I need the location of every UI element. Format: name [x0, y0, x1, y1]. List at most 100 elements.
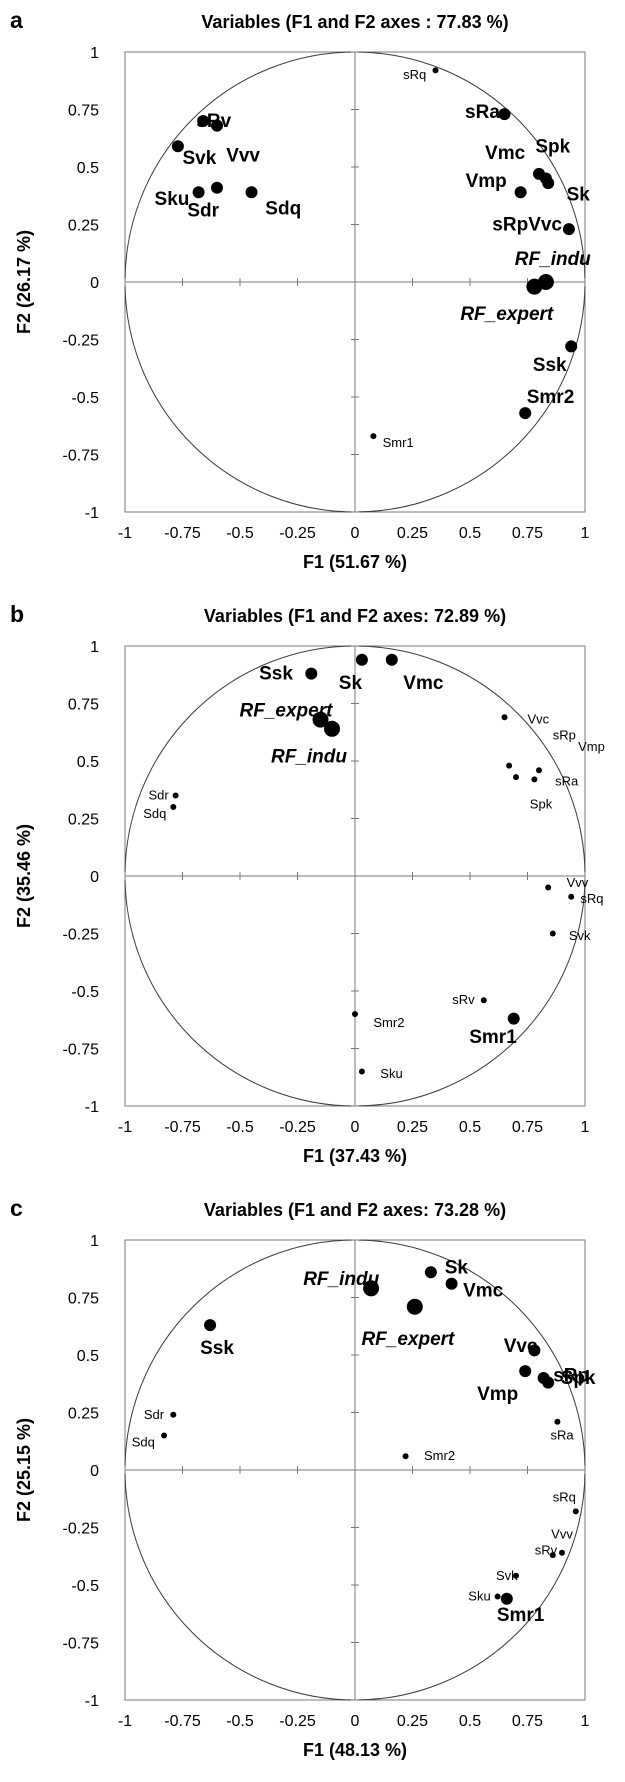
data-point: [494, 1593, 501, 1600]
point-label: Sdr: [148, 788, 169, 803]
data-point: [211, 119, 223, 132]
y-axis-title: F2 (35.46 %): [14, 824, 34, 928]
y-tick-label: -0.75: [63, 1636, 100, 1653]
data-point: [519, 407, 532, 420]
correlation-circle-chart-c: c Variables (F1 and F2 axes: 73.28 %) -1 -0…: [10, 1195, 596, 1760]
data-point: [170, 1411, 177, 1418]
data-point: [305, 667, 318, 680]
data-point: [513, 774, 519, 781]
x-tick-label: 0.5: [459, 1119, 481, 1136]
correlation-circle-chart-a: a Variables (F1 and F2 axes : 77.83 %) -1 -…: [10, 7, 591, 572]
data-point: [568, 893, 575, 900]
x-tick-label: -1: [118, 525, 132, 542]
point-label: Sku: [468, 1589, 490, 1604]
point-label: Svk: [569, 928, 591, 943]
y-tick-label: -0.25: [63, 1521, 100, 1538]
y-axis-title: F2 (26.17 %): [14, 230, 34, 334]
point-label: Smr1: [383, 435, 414, 450]
data-point: [424, 1266, 437, 1279]
point-label: RF_expert: [361, 1329, 455, 1350]
data-point: [500, 1592, 513, 1605]
point-label: RF_expert: [240, 700, 334, 721]
x-tick-label: 0.25: [397, 1713, 428, 1730]
x-tick-label: 0: [351, 525, 360, 542]
data-point: [432, 67, 439, 74]
point-label: Sdq: [265, 198, 301, 219]
point-label: Vvc: [504, 1336, 538, 1357]
point-label: Vmc: [485, 143, 526, 164]
data-point: [170, 804, 177, 810]
y-tick-label: 0.5: [77, 160, 99, 177]
data-point: [513, 1572, 519, 1579]
data-point: [565, 340, 578, 353]
data-point: [531, 776, 538, 783]
point-label: sRq: [580, 891, 603, 906]
point-label: Vmp: [477, 1384, 518, 1405]
data-point: [501, 714, 508, 721]
data-point: [324, 720, 340, 737]
data-point: [358, 1068, 365, 1075]
point-label: Smr1: [469, 1027, 517, 1048]
x-tick-label: -0.25: [279, 1119, 316, 1136]
y-tick-label: 0: [90, 869, 99, 886]
point-label: Sdq: [143, 806, 166, 821]
data-point: [312, 711, 329, 728]
point-label: Vvv: [551, 1526, 573, 1541]
point-label: Svk: [183, 148, 217, 169]
x-tick-label: 0.5: [459, 1713, 481, 1730]
y-tick-label: 1: [90, 1233, 99, 1250]
data-point: [161, 1432, 168, 1439]
data-point: [519, 1365, 532, 1378]
y-tick-label: -0.75: [63, 1042, 100, 1059]
data-point: [363, 1280, 380, 1297]
point-label: Vmc: [463, 1281, 504, 1302]
panel-b: b Variables (F1 and F2 axes: 72.89 %) -1 -0…: [0, 594, 625, 1188]
data-point: [370, 433, 377, 440]
data-point: [192, 186, 205, 199]
point-label: Sdr: [144, 1407, 165, 1422]
data-point: [539, 172, 552, 185]
x-tick-label: -0.5: [226, 525, 254, 542]
data-point: [528, 1344, 541, 1357]
data-point: [562, 223, 575, 236]
chart-title: Variables (F1 and F2 axes: 72.89 %): [204, 606, 506, 626]
x-tick-label: 0: [351, 1713, 360, 1730]
y-axis-title: F2 (25.15 %): [14, 1418, 34, 1522]
y-tick-label: -0.75: [63, 448, 100, 465]
data-point: [445, 1277, 458, 1290]
x-tick-label: -0.5: [226, 1119, 254, 1136]
data-point: [197, 115, 210, 127]
point-label: sRp: [553, 1366, 589, 1387]
data-point: [211, 181, 223, 194]
point-label: sRpVvc: [492, 215, 562, 236]
point-label: Sku: [155, 189, 190, 210]
y-tick-label: 0.75: [68, 1291, 99, 1308]
point-label: Vvv: [226, 146, 260, 167]
y-tick-label: 0.25: [68, 1406, 99, 1423]
y-tick-label: 0: [90, 1463, 99, 1480]
point-label: sRq: [403, 67, 426, 82]
x-tick-label: 0.75: [512, 525, 543, 542]
point-label: Spk: [561, 1368, 596, 1389]
point-label: RF_indu: [271, 746, 347, 767]
data-point: [545, 884, 552, 891]
x-tick-label: -0.25: [279, 1713, 316, 1730]
y-tick-label: -0.25: [63, 927, 100, 944]
point-label: Sdr: [187, 201, 219, 222]
x-tick-label: 1: [581, 1713, 590, 1730]
x-axis-title: F1 (51.67 %): [303, 552, 407, 572]
x-tick-label: -1: [118, 1119, 132, 1136]
point-label: sRa: [555, 774, 579, 789]
chart-title: Variables (F1 and F2 axes : 77.83 %): [201, 12, 508, 32]
data-point: [172, 792, 179, 799]
x-axis-title: F1 (48.13 %): [303, 1740, 407, 1760]
data-point: [204, 1319, 217, 1332]
data-point: [171, 140, 184, 153]
point-label: Sk: [339, 673, 363, 694]
point-label: Vmp: [578, 739, 605, 754]
x-tick-label: 0.75: [512, 1119, 543, 1136]
x-tick-label: 0.5: [459, 525, 481, 542]
x-tick-label: 0.25: [397, 1119, 428, 1136]
chart-title: Variables (F1 and F2 axes: 73.28 %): [204, 1200, 506, 1220]
point-label: RF_indu: [515, 249, 591, 270]
